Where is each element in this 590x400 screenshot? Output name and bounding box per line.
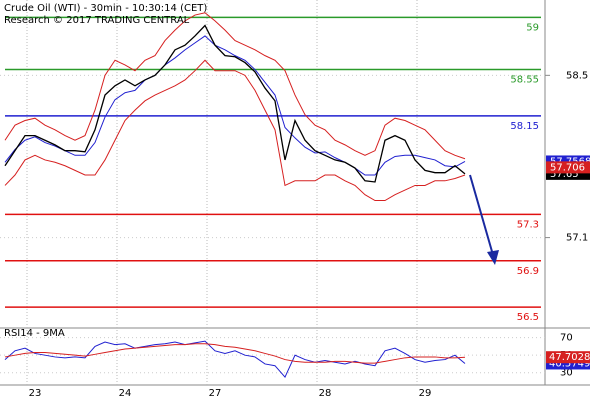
rsi-title: RSI14 - 9MA [4,328,65,339]
value-label: 57.706 [550,162,585,173]
y-tick-label: 30 [560,368,573,379]
series-line [4,343,466,364]
level-label: 58.15 [510,121,539,132]
value-box [546,351,590,364]
value-label: 40.5749 [549,358,590,369]
level-label: 58.55 [510,75,539,86]
x-tick-label: 27 [209,388,222,399]
x-tick-label: 29 [419,388,432,399]
y-tick-label: 70 [560,333,573,344]
series-line [4,24,466,183]
x-tick-label: 23 [29,388,42,399]
value-label: 47.7028 [549,352,590,363]
series-line [4,35,466,176]
level-label: 56.9 [517,266,539,277]
level-label: 59 [526,22,539,33]
series-line [4,59,466,202]
series-line [4,340,466,379]
x-tick-label: 24 [119,388,132,399]
level-label: 57.3 [517,219,539,230]
chart-title: Crude Oil (WTI) - 30min - 10:30:14 (CET) [4,3,207,14]
value-box [546,161,590,174]
value-label: 57.65 [550,169,579,180]
forecast-arrow [469,174,494,256]
chart-subtitle: Research © 2017 TRADING CENTRAL [4,15,190,26]
level-label: 56.5 [517,312,539,323]
y-tick-label: 58.5 [566,70,588,81]
arrow-head [487,250,499,265]
series-line [4,12,466,160]
y-tick-label: 57.1 [566,233,588,244]
x-tick-label: 28 [319,388,332,399]
